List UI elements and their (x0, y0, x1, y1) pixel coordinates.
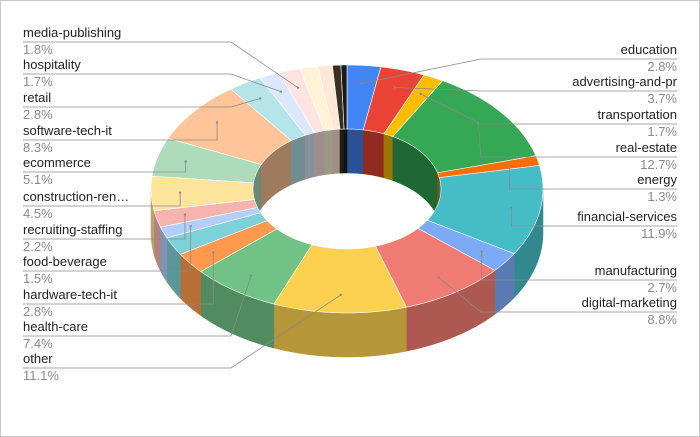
inner-wall-segment (363, 129, 385, 179)
slice-label-advertising-and-pr: advertising-and-pr (572, 74, 677, 89)
slice-label-energy: energy (637, 172, 677, 187)
leader-line-advertising-and-pr (394, 87, 677, 92)
slice-label-ecommerce: ecommerce (23, 155, 91, 170)
slice-percent-energy: 1.3% (647, 189, 677, 204)
inner-wall-segment (332, 128, 341, 174)
slice-percent-ecommerce: 5.1% (23, 172, 53, 187)
inner-wall-segment (291, 134, 306, 186)
slice-label-hardware-tech-it: hardware-tech-it (23, 287, 117, 302)
leader-dot-food-beverage (189, 225, 192, 228)
slice-percent-hardware-tech-it: 2.8% (23, 304, 53, 319)
slice-label-hospitality: hospitality (23, 57, 81, 72)
leader-line-health-care (23, 275, 252, 337)
inner-wall-segment (343, 128, 348, 174)
slice-label-food-beverage: food-beverage (23, 254, 107, 269)
slice-label-digital-marketing: digital-marketing (582, 295, 677, 310)
slice-labels: education2.8%advertising-and-pr3.7%trans… (23, 25, 678, 383)
leader-line-energy (509, 164, 677, 190)
inner-wall-segment (346, 128, 364, 175)
inner-wall-segment (314, 130, 325, 178)
slice-percent-other: 11.1% (23, 368, 59, 383)
leader-line-hospitality (23, 73, 282, 93)
leader-line-manufacturing (481, 251, 677, 281)
slice-percent-hospitality: 1.7% (23, 74, 53, 89)
slice-percent-software-tech-it: 8.3% (23, 140, 53, 155)
leader-dot-real-estate (477, 122, 480, 125)
slice-label-transportation: transportation (598, 107, 678, 122)
leader-dot-health-care (249, 274, 253, 277)
leader-dot-software-tech-it (215, 121, 219, 124)
slice-percent-food-beverage: 1.5% (23, 271, 53, 286)
leader-dot-retail (258, 97, 262, 100)
leader-line-transportation (420, 93, 677, 125)
leader-line-software-tech-it (23, 122, 218, 141)
slice-label-construction-ren-: construction-ren… (23, 189, 129, 204)
slice-percent-health-care: 7.4% (23, 336, 53, 351)
leader-dot-other (339, 293, 342, 297)
leader-line-food-beverage (23, 226, 192, 272)
leader-line-media-publishing (23, 41, 299, 89)
leader-line-construction-ren- (23, 192, 181, 207)
slice-percent-education: 2.8% (647, 59, 677, 74)
slice-label-financial-services: financial-services (577, 209, 677, 224)
slice-percent-real-estate: 12.7% (640, 157, 677, 172)
leader-line-education (361, 58, 677, 84)
leader-dot-education (360, 82, 363, 85)
leader-dot-digital-marketing (437, 276, 440, 279)
slice-percent-financial-services: 11.9% (641, 226, 677, 241)
leader-line-real-estate (477, 123, 677, 158)
leader-dot-construction-ren- (178, 191, 182, 194)
slice-percent-recruiting-staffing: 2.2% (23, 239, 53, 254)
inner-wall-segment (339, 128, 345, 174)
slice-percent-retail: 2.8% (23, 107, 53, 122)
slice-percent-construction-ren-: 4.5% (23, 206, 53, 221)
leader-line-hardware-tech-it (23, 252, 214, 305)
leader-line-retail (23, 98, 261, 108)
slice-label-manufacturing: manufacturing (595, 263, 677, 278)
leader-dot-media-publishing (296, 86, 300, 89)
leader-line-financial-services (510, 207, 677, 227)
donut-side-walls (150, 128, 544, 358)
slice-percent-advertising-and-pr: 3.7% (647, 91, 677, 106)
leader-dot-advertising-and-pr (393, 86, 396, 89)
leader-line-recruiting-staffing (23, 214, 186, 240)
slice-label-media-publishing: media-publishing (23, 25, 121, 40)
slice-label-education: education (621, 42, 677, 57)
leader-line-digital-marketing (438, 277, 677, 313)
leader-line-ecommerce (23, 161, 187, 173)
leader-dot-financial-services (510, 206, 513, 210)
leader-dot-manufacturing (480, 250, 483, 253)
slice-label-retail: retail (23, 90, 51, 105)
slice-percent-media-publishing: 1.8% (23, 42, 53, 57)
slice-label-recruiting-staffing: recruiting-staffing (23, 222, 122, 237)
donut-slice (340, 64, 348, 130)
leader-dot-transportation (419, 92, 422, 96)
slice-label-health-care: health-care (23, 319, 88, 334)
leader-dot-energy (508, 163, 511, 166)
leader-dot-hospitality (279, 90, 283, 93)
leader-dot-recruiting-staffing (183, 213, 187, 216)
donut-top-surface (150, 64, 544, 314)
slice-percent-transportation: 1.7% (647, 124, 677, 139)
leader-dot-ecommerce (184, 160, 187, 163)
slice-percent-digital-marketing: 8.8% (647, 312, 677, 327)
leader-line-other (23, 294, 341, 369)
inner-wall-segment (305, 132, 315, 180)
slice-percent-manufacturing: 2.7% (647, 280, 677, 295)
inner-wall-segment (324, 129, 334, 176)
leader-dot-hardware-tech-it (212, 251, 215, 254)
slice-label-software-tech-it: software-tech-it (23, 123, 112, 138)
slice-label-other: other (23, 351, 53, 366)
inner-wall-segment (383, 133, 394, 181)
slice-label-real-estate: real-estate (616, 140, 677, 155)
